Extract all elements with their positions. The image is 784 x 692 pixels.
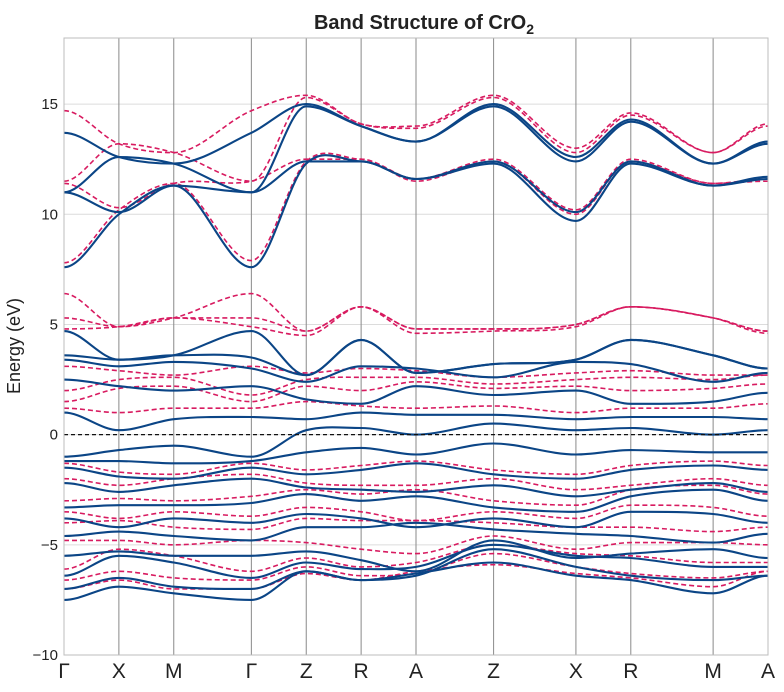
spin-up-band-1 — [63, 561, 769, 601]
spin-up-band-5 — [63, 521, 769, 544]
plot-frame — [63, 37, 769, 656]
spin-down-band-11 — [63, 381, 769, 403]
spin-down-band-18 — [63, 158, 769, 211]
spin-up-band-4 — [63, 539, 769, 573]
spin-down-band-16 — [63, 292, 769, 332]
chart-title: Band Structure of CrO2 — [314, 12, 534, 37]
spin-up-band-6 — [63, 510, 769, 529]
y-tick-label: 15 — [41, 96, 58, 113]
kpoint-label: M — [704, 660, 722, 683]
spin-up-band-11 — [63, 422, 769, 458]
y-tick-label: 10 — [41, 206, 58, 223]
spin-down-band-20 — [63, 94, 769, 154]
bands-layer — [63, 94, 769, 601]
kpoint-label: A — [761, 660, 775, 683]
kpoint-label: Γ — [246, 660, 258, 683]
spin-up-band-18 — [63, 160, 769, 214]
kpoint-label: A — [409, 660, 423, 683]
y-tick-label: −10 — [33, 647, 58, 664]
spin-down-band-4 — [64, 535, 769, 555]
y-tick-label: 0 — [50, 427, 58, 444]
y-tick-label: 5 — [50, 316, 58, 333]
y-axis-ticks: −10 −5 0 5 10 15 — [33, 96, 58, 664]
spin-up-band-16 — [63, 330, 769, 377]
kpoint-label: Γ — [58, 660, 70, 683]
spin-down-band-9 — [63, 460, 769, 476]
spin-up-band-3 — [63, 543, 768, 579]
spin-down-band-5 — [63, 517, 769, 533]
kpoint-label: Z — [300, 660, 313, 683]
kpoint-label: M — [165, 660, 183, 683]
spin-up-band-12 — [63, 411, 769, 432]
spin-up-band-20 — [63, 103, 769, 165]
spin-down-band-6 — [63, 504, 769, 522]
kpoint-label: X — [112, 660, 126, 683]
chart-title-main: Band Structure of CrO — [314, 12, 526, 34]
series-spin-up — [63, 103, 769, 601]
y-axis-title: Energy (eV) — [4, 298, 24, 394]
spin-down-band-12 — [63, 374, 769, 396]
kpoint-label: R — [354, 660, 369, 683]
kpoint-label: Z — [487, 660, 500, 683]
spin-up-band-8 — [63, 477, 769, 498]
spin-down-band-8 — [63, 473, 769, 491]
chart-title-subscript: 2 — [526, 21, 534, 37]
spin-down-band-13 — [63, 365, 768, 379]
spin-up-band-2 — [63, 548, 769, 590]
spin-up-band-7 — [63, 488, 769, 513]
spin-up-band-10 — [64, 442, 768, 465]
kpoint-label: R — [623, 660, 638, 683]
kpoint-label: X — [569, 660, 583, 683]
spin-up-band-13 — [63, 378, 769, 405]
spin-up-band-9 — [63, 462, 769, 480]
y-tick-label: −5 — [41, 537, 58, 554]
spin-down-band-1 — [63, 563, 769, 590]
spin-down-band-10 — [63, 400, 769, 414]
